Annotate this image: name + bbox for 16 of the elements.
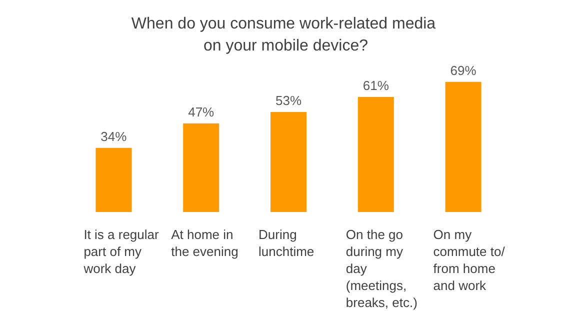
x-tick-label: At home in the evening: [171, 227, 238, 259]
bar: [445, 82, 482, 212]
x-tick-label: On the go during my day (meetings, breaks, etc.): [346, 227, 418, 310]
x-tick-label: It is a regular part of my work day: [82, 227, 162, 276]
x-tick-label: During lunchtime: [258, 227, 314, 259]
bar: [96, 148, 132, 212]
data-label: 69%: [450, 62, 477, 78]
bar: [358, 96, 394, 212]
x-tick-label: On my commute to/from home and work: [433, 227, 506, 293]
bar: [183, 123, 220, 212]
chart-title: When do you consume work-related media on your mobile device?: [131, 16, 436, 54]
data-label: 47%: [188, 104, 215, 120]
bar: [270, 112, 306, 212]
data-label: 34%: [100, 128, 128, 144]
data-label: 53%: [275, 93, 302, 108]
data-label: 61%: [362, 78, 390, 93]
